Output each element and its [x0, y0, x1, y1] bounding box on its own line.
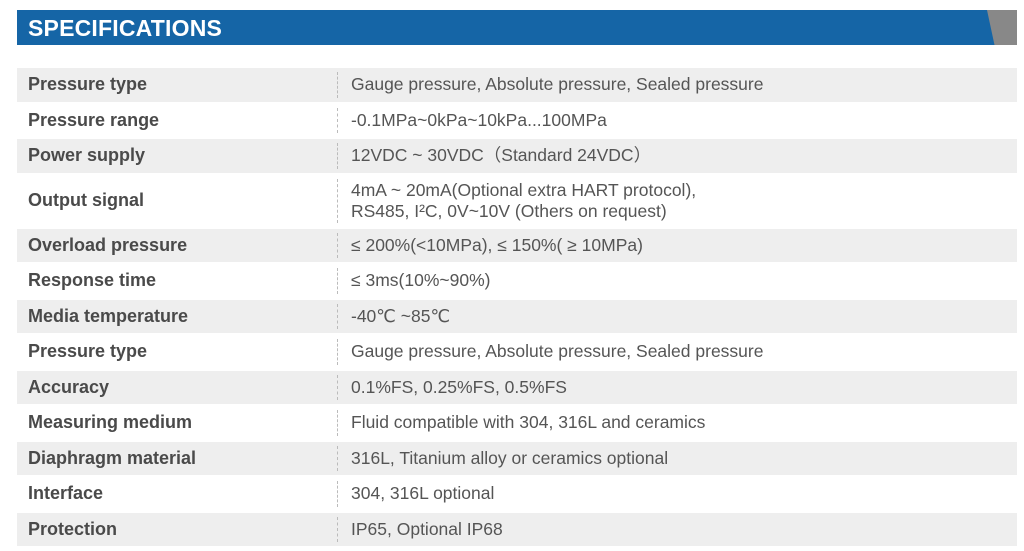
spec-value: IP65, Optional IP68 — [339, 519, 1017, 540]
spec-value: -0.1MPa~0kPa~10kPa...100MPa — [339, 110, 1017, 131]
spec-value-line: -40℃ ~85℃ — [351, 305, 451, 326]
spec-value-line: 0.1%FS, 0.25%FS, 0.5%FS — [351, 376, 567, 397]
spec-row: Accuracy 0.1%FS, 0.25%FS, 0.5%FS — [17, 370, 1017, 404]
spec-value-line: -0.1MPa~0kPa~10kPa...100MPa — [351, 109, 607, 130]
spec-value-line: Gauge pressure, Absolute pressure, Seale… — [351, 341, 764, 362]
spec-value-line: Fluid compatible with 304, 316L and cera… — [351, 412, 706, 433]
spec-row: Interface 304, 316L optional — [17, 477, 1017, 511]
spec-value: Gauge pressure, Absolute pressure, Seale… — [339, 74, 1017, 95]
spec-value-line: 12VDC ~ 30VDC（Standard 24VDC） — [351, 145, 652, 166]
spec-value-line: ≤ 3ms(10%~90%) — [351, 270, 491, 291]
spec-row: Output signal 4mA ~ 20mA(Optional extra H… — [17, 174, 1017, 227]
spec-label: Pressure range — [28, 109, 160, 130]
spec-row: Measuring medium Fluid compatible with 30… — [17, 406, 1017, 440]
spec-row: Pressure type Gauge pressure, Absolute pr… — [17, 335, 1017, 369]
spec-label: Measuring medium — [28, 412, 193, 433]
column-divider — [337, 178, 339, 223]
spec-value-line: 304, 316L optional — [351, 483, 495, 504]
spec-value-line: IP65, Optional IP68 — [351, 518, 503, 539]
spec-value: 0.1%FS, 0.25%FS, 0.5%FS — [339, 377, 1017, 398]
spec-value: 316L, Titanium alloy or ceramics optiona… — [339, 448, 1017, 469]
spec-value: ≤ 3ms(10%~90%) — [339, 270, 1017, 291]
spec-row: Response time ≤ 3ms(10%~90%) — [17, 264, 1017, 298]
spec-value-line: RS485, I²C, 0V~10V (Others on request) — [351, 200, 667, 221]
spec-row: Power supply 12VDC ~ 30VDC（Standard 24VDC… — [17, 139, 1017, 173]
spec-label: Response time — [28, 270, 157, 291]
column-divider — [337, 107, 339, 133]
spec-label: Media temperature — [28, 305, 189, 326]
column-divider — [337, 232, 339, 258]
spec-value: -40℃ ~85℃ — [339, 306, 1017, 327]
spec-row: Pressure range -0.1MPa~0kPa~10kPa...100MP… — [17, 103, 1017, 137]
spec-label: Output signal — [28, 190, 144, 210]
column-divider — [337, 374, 339, 400]
spec-label: Pressure type — [28, 74, 148, 95]
header-accent-shape — [987, 10, 1017, 45]
specifications-table: Pressure type Gauge pressure, Absolute pr… — [17, 68, 1017, 548]
spec-label: Pressure type — [28, 341, 148, 362]
spec-value: 4mA ~ 20mA(Optional extra HART protocol)… — [339, 180, 1017, 222]
spec-value-line: 316L, Titanium alloy or ceramics optiona… — [351, 447, 669, 468]
page-title: SPECIFICATIONS — [28, 15, 223, 41]
spec-value: Fluid compatible with 304, 316L and cera… — [339, 412, 1017, 433]
spec-row: Protection IP65, Optional IP68 — [17, 512, 1017, 546]
spec-value: 12VDC ~ 30VDC（Standard 24VDC） — [339, 145, 1017, 166]
column-divider — [337, 339, 339, 365]
spec-label: Diaphragm material — [28, 447, 197, 468]
column-divider — [337, 445, 339, 471]
column-divider — [337, 303, 339, 329]
spec-label: Power supply — [28, 145, 146, 166]
spec-value: ≤ 200%(<10MPa), ≤ 150%( ≥ 10MPa) — [339, 235, 1017, 256]
column-divider — [337, 143, 339, 169]
column-divider — [337, 268, 339, 294]
spec-label: Overload pressure — [28, 234, 188, 255]
spec-row: Pressure type Gauge pressure, Absolute pr… — [17, 68, 1017, 102]
spec-label: Protection — [28, 518, 118, 539]
spec-row: Overload pressure ≤ 200%(<10MPa), ≤ 150%(… — [17, 228, 1017, 262]
spec-row: Media temperature -40℃ ~85℃ — [17, 299, 1017, 333]
column-divider — [337, 516, 339, 542]
spec-label: Interface — [28, 483, 104, 504]
spec-value: Gauge pressure, Absolute pressure, Seale… — [339, 341, 1017, 362]
spec-row: Diaphragm material 316L, Titanium alloy o… — [17, 441, 1017, 475]
column-divider — [337, 410, 339, 436]
spec-value: 304, 316L optional — [339, 483, 1017, 504]
spec-value-line: 4mA ~ 20mA(Optional extra HART protocol)… — [351, 179, 697, 200]
spec-value-line: Gauge pressure, Absolute pressure, Seale… — [351, 74, 764, 95]
spec-label: Accuracy — [28, 376, 110, 397]
column-divider — [337, 72, 339, 98]
column-divider — [337, 481, 339, 507]
specifications-header: SPECIFICATIONS — [17, 10, 1017, 45]
spec-value-line: ≤ 200%(<10MPa), ≤ 150%( ≥ 10MPa) — [351, 234, 643, 255]
